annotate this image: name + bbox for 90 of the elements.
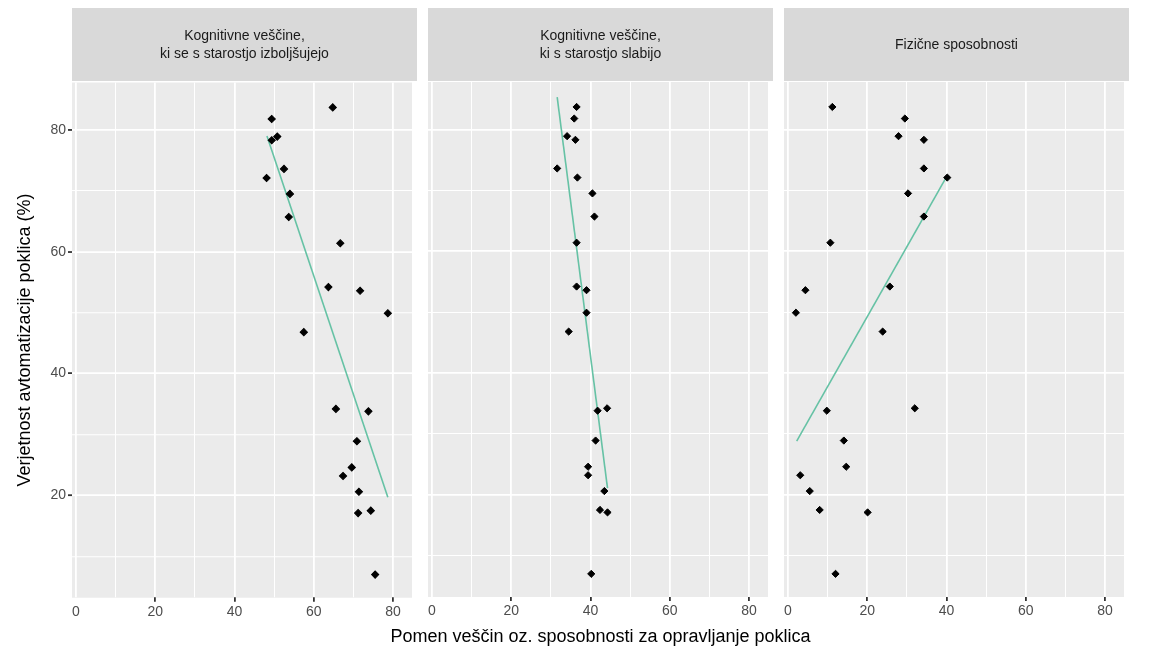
point [801,286,810,295]
point [364,406,373,416]
x-tick-label: 0 [72,602,81,619]
point [863,508,872,517]
point [331,404,341,413]
y-tick-label: 40 [50,364,67,381]
point [262,173,271,182]
point [570,114,579,123]
point [582,286,591,295]
point [791,308,800,317]
point [383,308,392,317]
point [828,102,837,112]
x-tick-label: 40 [582,602,599,619]
x-tick-label: 60 [1017,602,1034,619]
point [839,436,848,445]
point [900,114,909,123]
point [328,102,337,112]
point [573,173,582,182]
point [842,462,851,471]
x-tick-label: 0 [784,602,793,619]
x-tick-label: 60 [305,602,322,619]
point [831,569,840,578]
point [347,462,356,472]
point [564,327,573,336]
point [273,132,282,141]
point [355,286,365,295]
point [603,508,612,517]
point [571,135,580,144]
point [583,462,593,471]
point [572,102,581,112]
point [885,282,894,291]
x-tick-label: 40 [226,602,243,619]
point [572,282,581,291]
point [919,164,928,173]
point [943,173,952,182]
point [910,404,919,413]
point [279,164,289,173]
point [595,505,605,515]
point [815,505,824,515]
point [338,471,348,480]
point [903,189,913,198]
point [371,570,380,579]
point [796,471,805,480]
chart-title: Kognitivne veščine, ki s starostjo slabijo [428,8,773,81]
x-tick-label: 80 [741,602,757,619]
point [352,436,362,445]
point [284,212,293,221]
point [553,164,562,173]
point [354,508,363,517]
point [894,132,903,141]
x-axis-title: Pomen veščin oz. sposobnosti za opravljanje poklica [390,626,811,647]
point [366,506,375,515]
x-tick-label: 0 [428,602,437,619]
point [591,436,600,445]
point [572,238,581,247]
point [919,135,928,144]
point [299,327,308,336]
x-tick-label: 60 [661,602,678,619]
point [826,238,835,247]
x-tick-label: 80 [385,602,401,619]
point [324,282,333,291]
point [590,212,599,221]
point [267,114,276,123]
x-tick-label: 20 [859,602,876,619]
x-tick-label: 40 [938,602,955,619]
point [336,238,345,247]
x-tick-label: 20 [503,602,520,619]
point [354,487,363,496]
point [919,212,928,221]
y-axis-title: Verjetnost avtomatizacije poklica (%) [14,193,36,487]
point [267,135,276,144]
y-tick-label: 80 [50,120,67,137]
y-tick-label: 20 [50,485,67,502]
point [593,406,602,415]
point [587,569,596,578]
point [822,406,831,415]
y-tick-label: 60 [50,242,67,259]
point [588,189,597,198]
point [583,471,593,480]
point [285,189,295,198]
point [600,486,609,496]
point [582,308,591,317]
chart-title: Fizične sposobnosti [784,8,1129,81]
point [562,132,572,141]
chart-title: Kognitivne veščine, ki se s starostjo izboljšujejo [72,8,417,81]
point [603,404,612,413]
x-tick-label: 20 [147,602,164,619]
point [805,486,814,496]
point [878,327,887,336]
x-tick-label: 80 [1097,602,1113,619]
